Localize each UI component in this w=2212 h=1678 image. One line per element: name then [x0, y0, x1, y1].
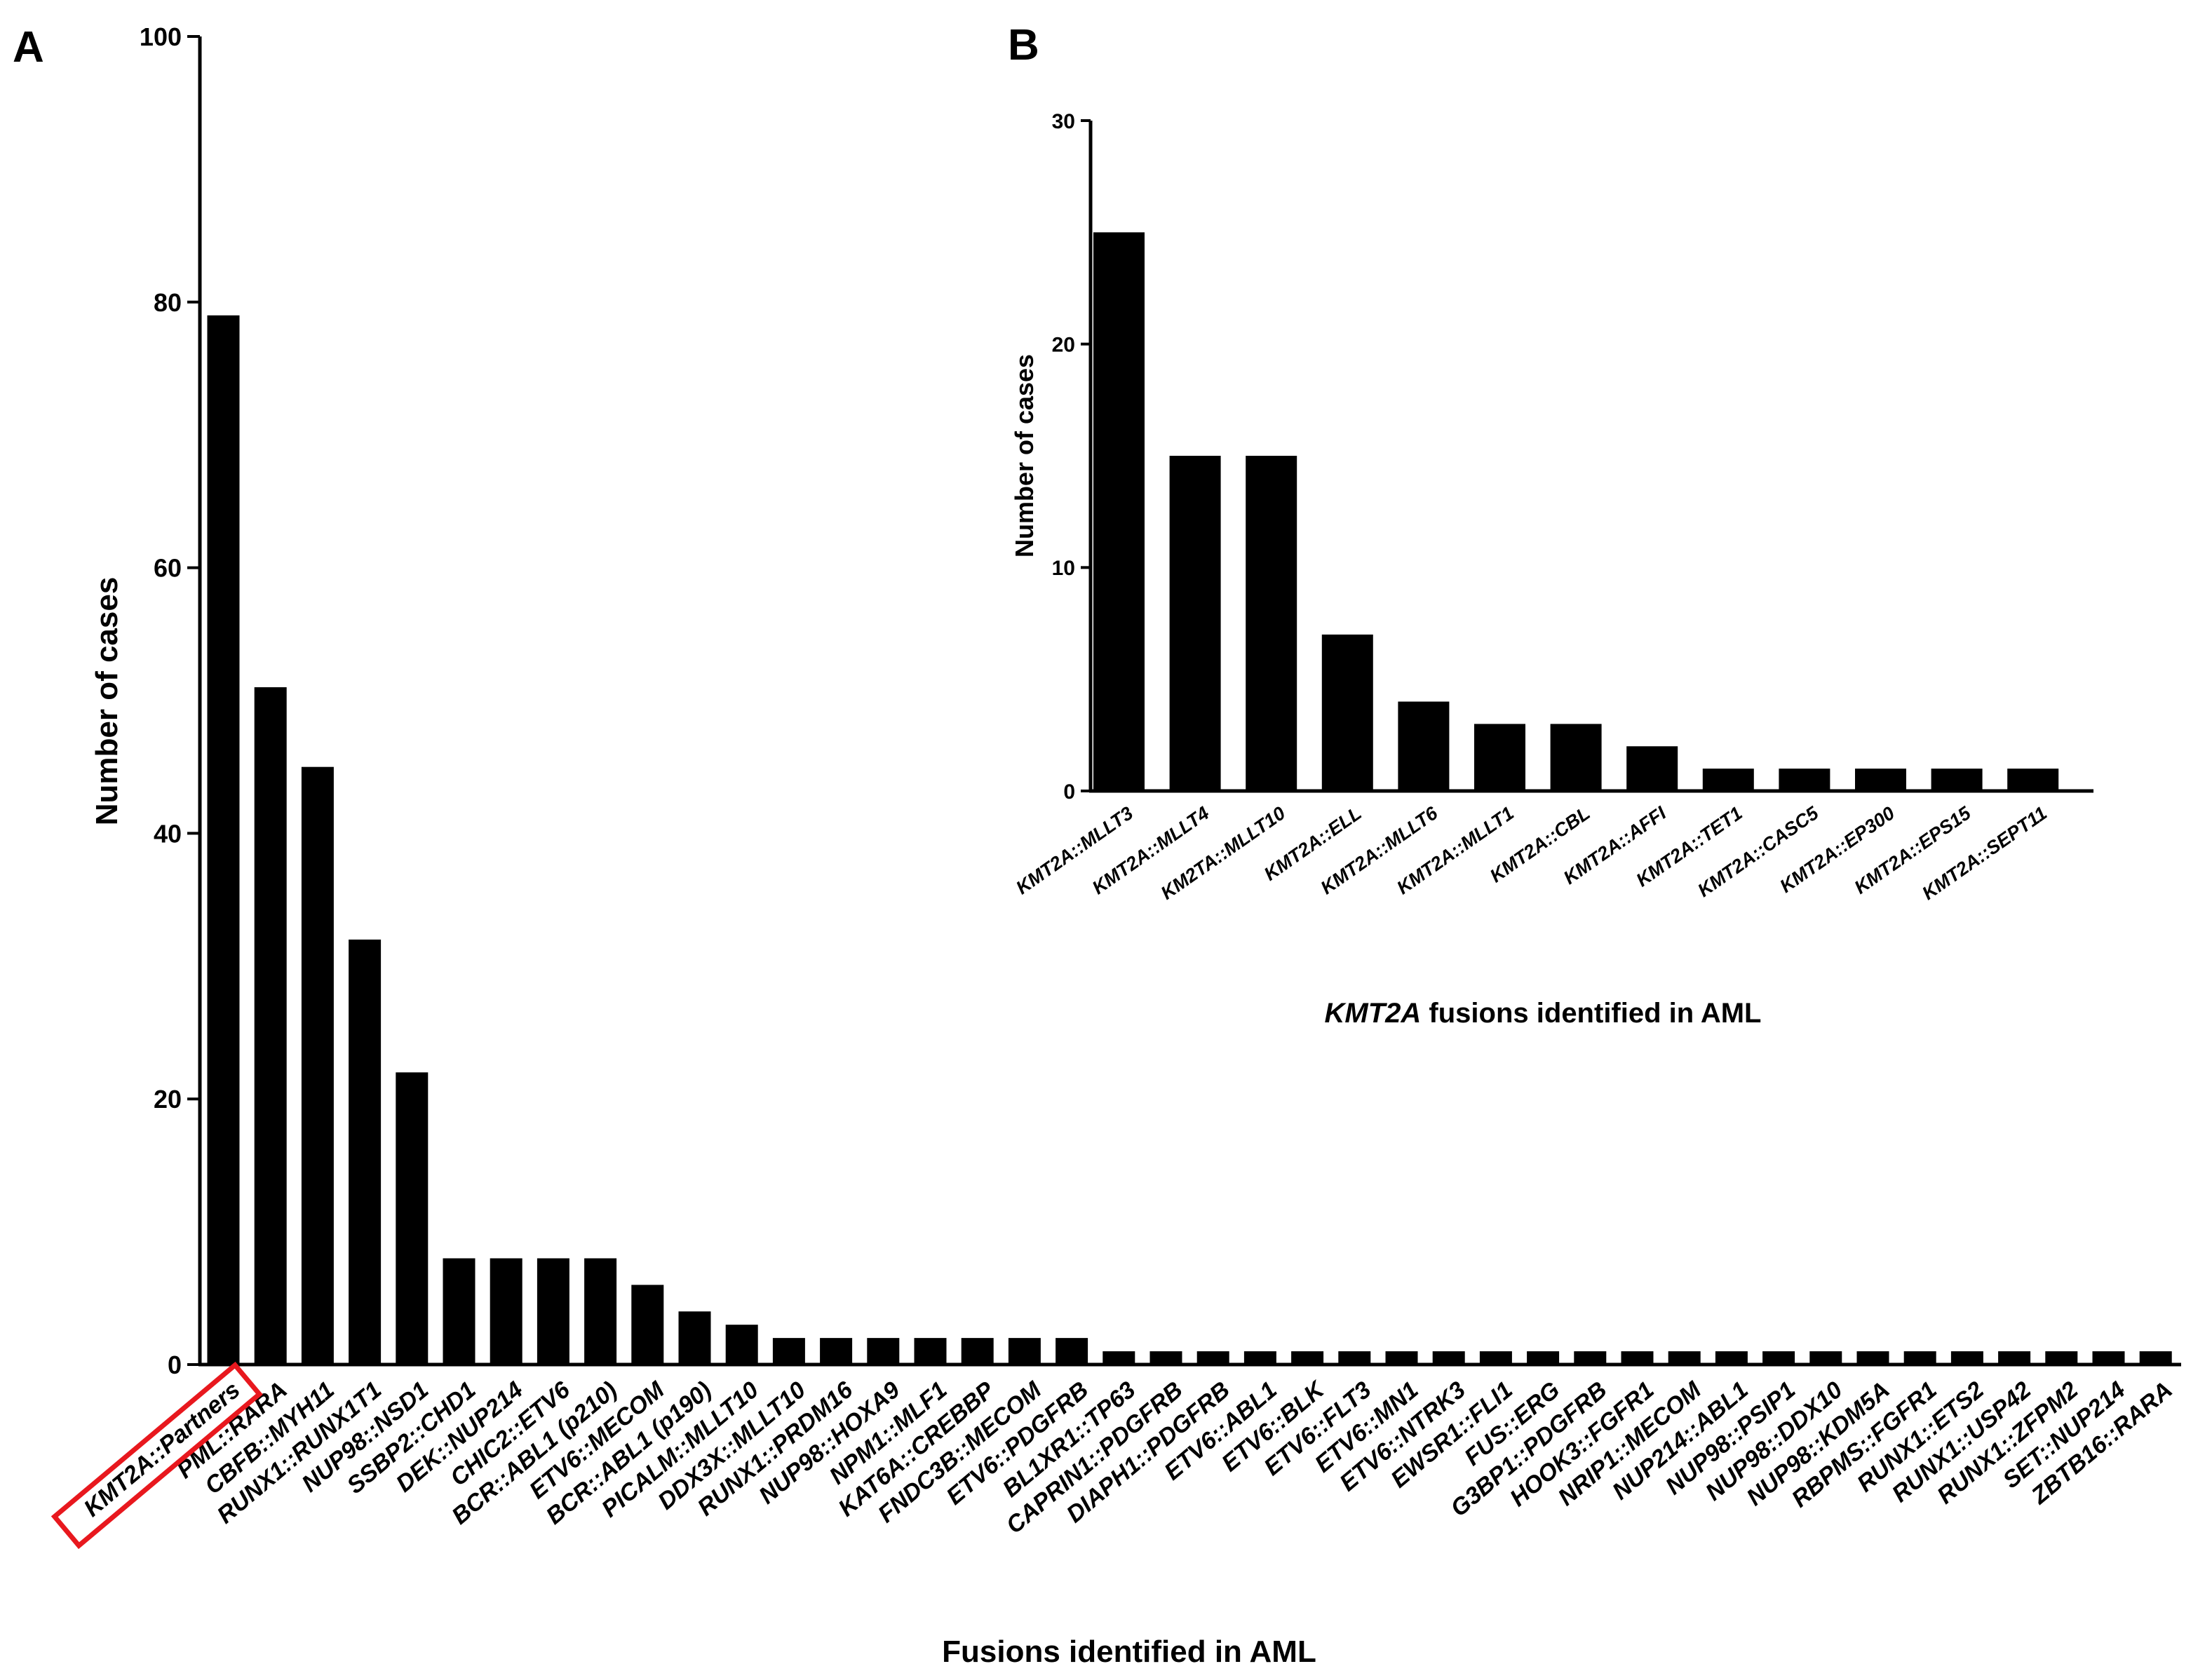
panel-b-y-axis-title: Number of cases	[1010, 354, 1039, 557]
bar	[1903, 1351, 1936, 1365]
bar	[1809, 1351, 1842, 1365]
bar	[1093, 232, 1145, 791]
y-tick-label: 0	[168, 1351, 182, 1379]
panel-b-x-axis-title-rest: fusions identified in AML	[1421, 998, 1761, 1029]
bar	[678, 1311, 711, 1365]
bar	[1779, 769, 1830, 791]
bar	[1196, 1351, 1229, 1365]
bar	[961, 1338, 994, 1365]
bar	[1574, 1351, 1607, 1365]
bar	[584, 1258, 617, 1365]
bar	[1474, 724, 1525, 791]
bar	[1856, 1351, 1889, 1365]
bar	[2139, 1351, 2172, 1365]
bar	[254, 687, 287, 1365]
bar	[914, 1338, 947, 1365]
bar	[2007, 769, 2059, 791]
panel-b-letter: B	[1008, 21, 1039, 69]
bar	[1715, 1351, 1748, 1365]
y-tick-label: 20	[154, 1085, 182, 1114]
bar	[1762, 1351, 1795, 1365]
x-tick-label: KM2TA::MLLT10	[1157, 802, 1289, 903]
y-tick-label: 80	[154, 288, 182, 317]
bar	[725, 1325, 758, 1365]
bar	[1102, 1351, 1135, 1365]
x-tick-label: KMT2A::SEPT11	[1918, 802, 2051, 904]
bar	[1243, 1351, 1276, 1365]
bar	[1338, 1351, 1371, 1365]
bar	[490, 1258, 522, 1365]
bar	[1321, 634, 1373, 791]
bar	[1169, 456, 1221, 791]
y-tick-label: 60	[154, 554, 182, 583]
bar	[1621, 1351, 1654, 1365]
y-tick-label: 20	[1052, 333, 1075, 356]
panel-b-x-axis-title: KMT2A fusions identified in AML	[1325, 998, 1762, 1029]
y-tick-label: 0	[1063, 780, 1075, 804]
bar	[867, 1338, 900, 1365]
bar	[1056, 1338, 1088, 1365]
y-tick-label: 30	[1052, 110, 1075, 133]
bar	[1008, 1338, 1041, 1365]
bar	[1291, 1351, 1324, 1365]
bar	[2092, 1351, 2125, 1365]
bar	[1702, 769, 1754, 791]
bar	[1479, 1351, 1512, 1365]
highlight-box	[50, 1361, 263, 1550]
bar	[396, 1072, 429, 1365]
y-tick-label: 40	[154, 819, 182, 848]
bar	[1931, 769, 1983, 791]
panel-b-x-axis-title-italic: KMT2A	[1325, 998, 1422, 1029]
bar	[631, 1285, 664, 1365]
bar	[1398, 701, 1450, 791]
bar	[2045, 1351, 2078, 1365]
bar	[1855, 769, 1906, 791]
y-tick-label: 10	[1052, 557, 1075, 580]
bar	[301, 766, 334, 1365]
y-tick-label: 100	[140, 22, 182, 51]
bar	[1149, 1351, 1182, 1365]
bar	[772, 1338, 805, 1365]
bar	[1950, 1351, 1983, 1365]
bar	[537, 1258, 569, 1365]
bar	[1385, 1351, 1418, 1365]
panel-a-letter: A	[13, 23, 44, 72]
bar	[443, 1258, 476, 1365]
bar	[349, 939, 382, 1365]
bar	[1998, 1351, 2031, 1365]
bar	[207, 315, 240, 1365]
panel-a-x-axis-title: Fusions identified in AML	[942, 1635, 1316, 1669]
panel-a-y-axis-title: Number of cases	[90, 577, 124, 826]
bar	[1527, 1351, 1560, 1365]
bar	[1626, 746, 1678, 791]
bar	[1550, 724, 1602, 791]
bar	[820, 1338, 853, 1365]
bar	[1668, 1351, 1701, 1365]
bar	[1432, 1351, 1465, 1365]
bar	[1246, 456, 1297, 791]
